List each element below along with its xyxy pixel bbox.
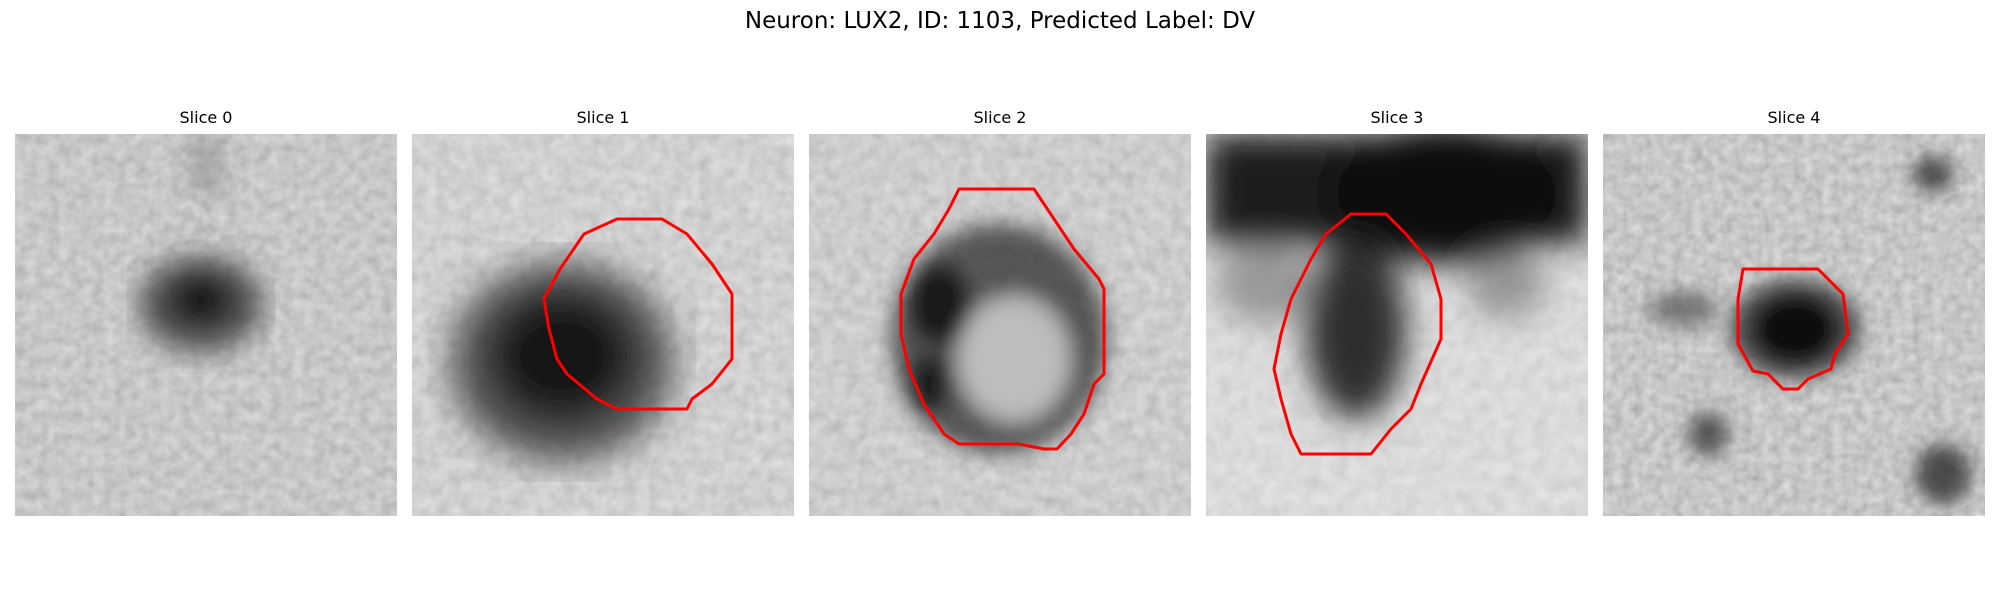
slice-title-0: Slice 0: [179, 108, 233, 127]
slice-title-4: Slice 4: [1767, 108, 1821, 127]
slice-panel-4: Slice 4: [1603, 108, 1985, 516]
slice-image-3: [1206, 134, 1588, 516]
roi-outline-1: [542, 217, 734, 411]
slice-panel-1: Slice 1: [412, 108, 794, 516]
roi-outline-4: [1736, 267, 1850, 391]
slice-panel-3: Slice 3: [1206, 108, 1588, 516]
roi-outline-3: [1272, 212, 1443, 456]
slice-image-4: [1603, 134, 1985, 516]
slice-title-3: Slice 3: [1370, 108, 1424, 127]
slice-image-0: [15, 134, 397, 516]
figure-title: Neuron: LUX2, ID: 1103, Predicted Label:…: [744, 8, 1256, 34]
slice-panel-0: Slice 0: [15, 108, 397, 516]
slice-image-2: [809, 134, 1191, 516]
roi-outline-2: [899, 187, 1106, 451]
slice-title-1: Slice 1: [576, 108, 630, 127]
slice-panel-2: Slice 2: [809, 108, 1191, 516]
slice-title-2: Slice 2: [973, 108, 1027, 127]
slice-image-1: [412, 134, 794, 516]
